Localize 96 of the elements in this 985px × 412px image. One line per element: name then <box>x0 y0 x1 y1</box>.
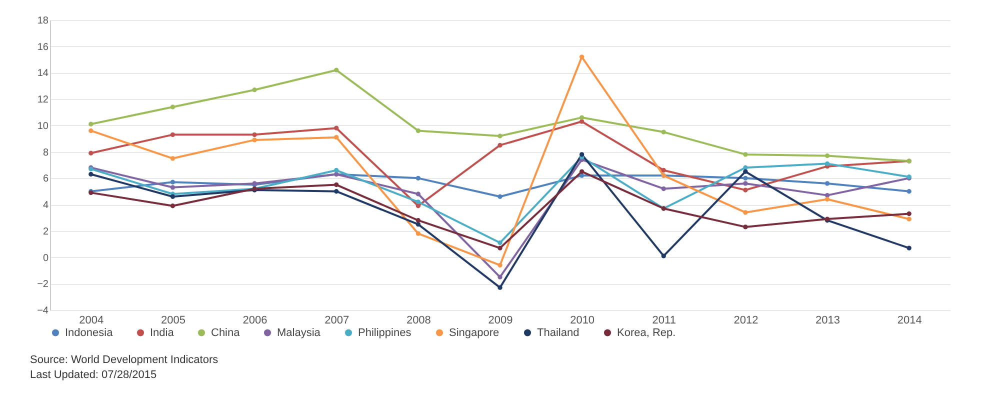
point <box>661 186 666 192</box>
point <box>579 54 584 60</box>
point <box>743 152 748 157</box>
point <box>88 122 94 126</box>
legend-label: Philippines <box>358 326 412 339</box>
point <box>88 150 94 156</box>
point <box>579 173 584 178</box>
point <box>661 130 666 134</box>
legend-label: Korea, Rep. <box>617 326 676 339</box>
point <box>906 246 912 250</box>
point <box>416 222 421 227</box>
point <box>579 119 584 124</box>
point <box>906 211 912 216</box>
y-tick-label: 14 <box>37 68 49 80</box>
legend-label: China <box>211 326 241 339</box>
point <box>579 152 584 157</box>
point <box>743 181 748 186</box>
point <box>498 285 502 290</box>
y-tick-label: 6 <box>42 174 49 185</box>
x-tick-label: 2011 <box>652 314 676 326</box>
legend-label: Indonesia <box>65 326 114 339</box>
point <box>579 169 584 174</box>
point <box>661 254 666 258</box>
point <box>743 176 748 181</box>
x-tick-label: 2013 <box>816 314 840 326</box>
legend-label: Thailand <box>537 326 580 339</box>
point <box>334 168 339 173</box>
point <box>906 216 912 222</box>
point <box>416 200 421 204</box>
point <box>498 142 502 148</box>
x-tick-label: 2004 <box>79 314 104 326</box>
y-tick-label: 10 <box>37 120 49 132</box>
point <box>579 115 584 120</box>
legend-label: India <box>150 326 175 339</box>
point <box>743 169 748 174</box>
y-tick-label: 12 <box>37 94 49 106</box>
y-tick-label: −2 <box>37 279 49 290</box>
x-tick-label: 2005 <box>160 314 186 326</box>
x-tick-label: 2008 <box>406 314 431 326</box>
point <box>824 161 830 166</box>
point <box>252 132 257 138</box>
point <box>252 88 257 92</box>
point <box>252 138 257 142</box>
point <box>416 176 421 181</box>
y-tick-label: −4 <box>37 306 49 316</box>
point <box>88 172 94 177</box>
point <box>498 134 502 138</box>
legend-label: Malaysia <box>277 326 322 339</box>
point <box>170 194 176 199</box>
x-tick-label: 2014 <box>897 314 922 326</box>
y-tick-label: 4 <box>42 200 49 212</box>
point <box>661 168 666 173</box>
point <box>416 231 421 236</box>
x-tick-label: 2010 <box>570 314 595 326</box>
point <box>498 240 502 246</box>
point <box>334 68 339 72</box>
y-tick-label: 0 <box>42 252 49 264</box>
point <box>743 188 748 192</box>
point <box>170 156 176 161</box>
point <box>170 104 176 110</box>
point <box>334 126 339 130</box>
point <box>416 218 421 223</box>
point <box>824 153 830 158</box>
point <box>824 192 830 198</box>
point <box>743 165 748 170</box>
y-tick-label: 18 <box>37 16 49 26</box>
point <box>498 262 502 268</box>
point <box>743 224 748 230</box>
point <box>906 189 912 194</box>
point <box>334 134 339 140</box>
point <box>416 192 421 196</box>
point <box>88 128 94 134</box>
point <box>334 189 339 194</box>
point <box>498 246 502 250</box>
y-tick-label: 8 <box>42 147 49 158</box>
point <box>743 210 748 215</box>
text: Last Updated: 07/28/2015 <box>30 369 157 381</box>
point <box>170 180 176 184</box>
x-tick-label: 2012 <box>734 314 758 326</box>
point <box>170 204 176 208</box>
y-tick-label: 2 <box>42 226 49 238</box>
point <box>170 185 176 190</box>
point <box>416 204 421 208</box>
source-note: Source: World Development Indicators <box>30 354 219 366</box>
y-tick-label: 16 <box>37 42 49 53</box>
point <box>416 128 421 134</box>
x-tick-label: 2007 <box>324 314 350 326</box>
point <box>498 194 502 199</box>
point <box>824 181 830 186</box>
legend-label: Singapore <box>449 326 500 339</box>
point <box>498 274 502 280</box>
x-tick-label: 2009 <box>488 314 513 326</box>
point <box>170 132 176 138</box>
x-tick-label: 2006 <box>242 314 268 326</box>
point <box>334 182 339 188</box>
point <box>824 196 830 202</box>
